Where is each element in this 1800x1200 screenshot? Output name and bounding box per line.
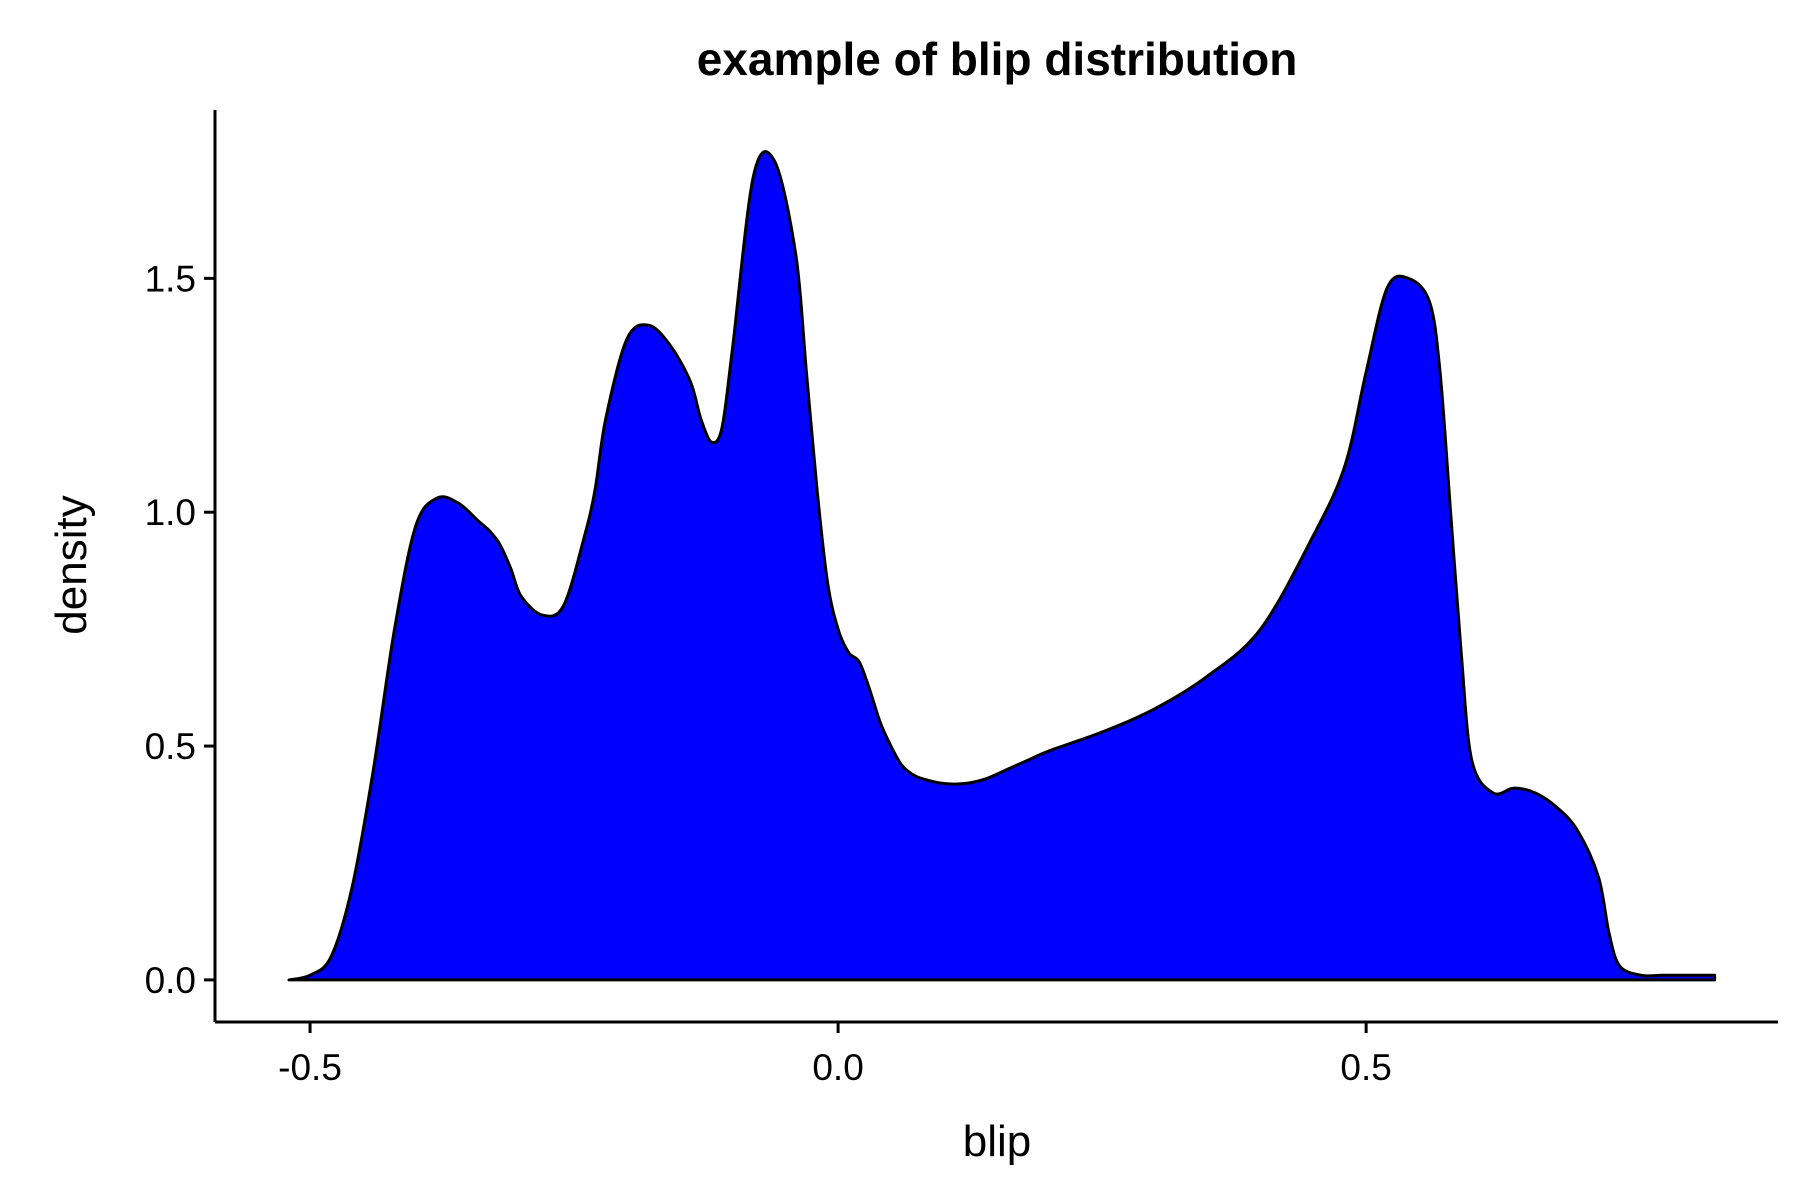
density-area <box>287 150 1717 982</box>
x-tick-label: 0.0 <box>812 1047 863 1088</box>
x-tick-label: -0.5 <box>278 1047 342 1088</box>
y-tick-label: 1.0 <box>145 492 196 533</box>
y-tick-label: 1.5 <box>145 258 196 299</box>
plot-area <box>287 150 1717 982</box>
x-axis-label: blip <box>963 1117 1032 1166</box>
x-axis-ticks: -0.5 0.0 0.5 <box>278 1022 1392 1088</box>
y-tick-label: 0.0 <box>145 960 196 1001</box>
y-axis-ticks: 0.0 0.5 1.0 1.5 <box>145 258 215 1001</box>
chart-title: example of blip distribution <box>697 33 1298 85</box>
y-tick-label: 0.5 <box>145 726 196 767</box>
x-tick-label: 0.5 <box>1340 1047 1391 1088</box>
y-axis-label: density <box>47 495 96 634</box>
